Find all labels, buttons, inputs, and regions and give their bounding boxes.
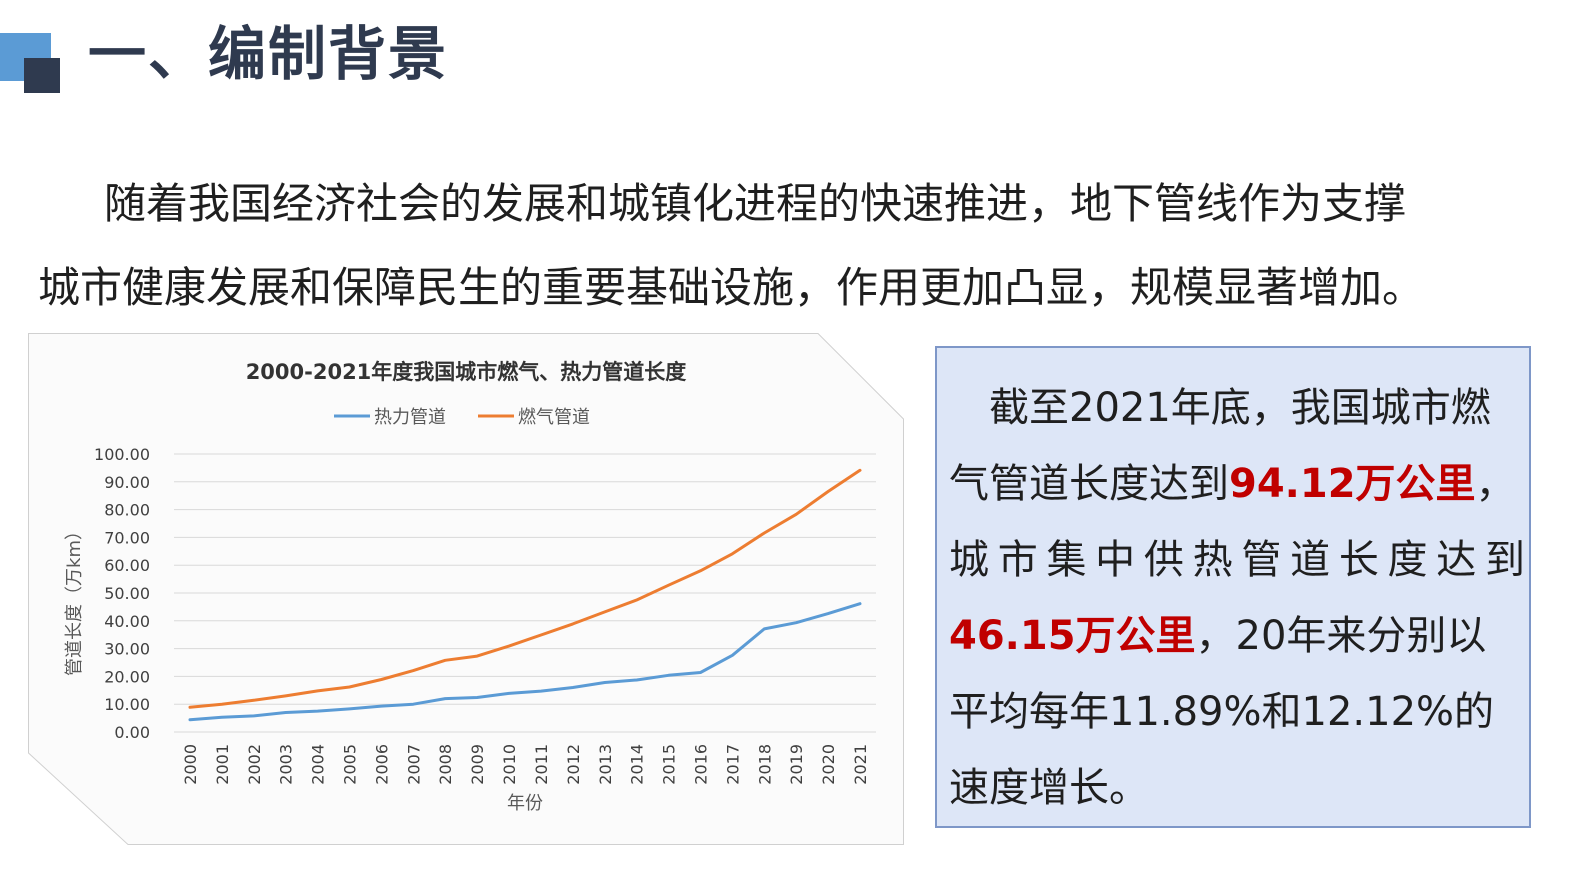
gas-length-highlight: 94.12万公里: [1229, 461, 1476, 507]
x-tick-label: 2006: [372, 744, 391, 785]
heat-length-highlight: 46.15万公里: [949, 613, 1196, 659]
x-tick-label: 2005: [341, 744, 360, 785]
x-tick-label: 2001: [213, 744, 232, 785]
summary-line-6: 速度增长。: [949, 765, 1149, 811]
x-tick-label: 2021: [851, 744, 870, 785]
chart-card-outline: [28, 333, 904, 845]
x-tick-label: 2011: [532, 744, 551, 785]
summary-line-1: 截至2021年底，我国城市燃: [989, 385, 1491, 431]
x-tick-label: 2003: [277, 744, 296, 785]
chart-legend: 热力管道 燃气管道: [334, 407, 590, 428]
x-tick-label: 2012: [564, 744, 583, 785]
x-tick-label: 2007: [404, 744, 423, 785]
x-tick-label: 2010: [500, 744, 519, 785]
series-line-heat: [188, 602, 862, 722]
chart-title: 2000-2021年度我国城市燃气、热力管道长度: [246, 360, 687, 384]
y-axis-tick-labels: 0.00 10.00 20.00 30.00 40.00 50.00 60.00 70.00 8…: [94, 445, 150, 742]
chart-series-lines: [188, 468, 862, 722]
y-tick-label: 50.00: [104, 584, 150, 603]
x-tick-label: 2008: [436, 744, 455, 785]
chart-card: [28, 333, 904, 845]
chart-gridlines: [174, 453, 876, 733]
summary-line-4-text: ，20年来分别以: [1195, 613, 1487, 659]
y-tick-label: 10.00: [104, 695, 150, 714]
x-tick-label: 2016: [692, 744, 711, 785]
y-tick-label: 90.00: [104, 473, 150, 492]
y-tick-label: 20.00: [104, 667, 150, 686]
summary-line-4: 46.15万公里，20年来分别以: [949, 598, 1525, 674]
y-tick-label: 70.00: [104, 528, 150, 547]
x-tick-label: 2015: [660, 744, 679, 785]
x-axis-label: 年份: [507, 793, 543, 814]
summary-line-2-text: 气管道长度达到: [949, 461, 1229, 507]
y-tick-label: 0.00: [114, 723, 150, 742]
x-tick-label: 2017: [723, 744, 742, 785]
series-line-gas: [188, 468, 862, 709]
summary-line-5: 平均每年11.89%和12.12%的: [949, 689, 1495, 735]
intro-line-2: 城市健康发展和保障民生的重要基础设施，作用更加凸显，规模显著增加。: [38, 263, 1425, 312]
summary-line-2-punct: ，: [1475, 461, 1516, 507]
y-tick-label: 30.00: [104, 640, 150, 659]
y-tick-label: 100.00: [94, 445, 150, 464]
x-tick-label: 2013: [596, 744, 615, 785]
intro-line-1: 随着我国经济社会的发展和城镇化进程的快速推进，地下管线作为支撑: [104, 179, 1407, 228]
x-tick-label: 2018: [755, 744, 774, 785]
x-tick-label: 2009: [468, 744, 487, 785]
legend-label: 燃气管道: [518, 407, 590, 428]
slide-title: 一、编制背景: [88, 20, 449, 88]
summary-box: 截至2021年底，我国城市燃 气管道长度达到94.12万公里， 城市集中供热管道…: [935, 346, 1531, 828]
summary-line-3: 城市集中供热管道长度达到: [949, 537, 1525, 583]
x-tick-label: 2002: [245, 744, 264, 785]
title-decoration-dark-square: [24, 58, 60, 93]
x-tick-label: 2004: [309, 744, 328, 785]
y-tick-label: 60.00: [104, 556, 150, 575]
x-tick-label: 2019: [787, 744, 806, 785]
pipeline-length-chart: 2000-2021年度我国城市燃气、热力管道长度 热力管道 燃气管道 0.00 10…: [28, 333, 904, 845]
summary-text: 截至2021年底，我国城市燃 气管道长度达到94.12万公里， 城市集中供热管道…: [949, 370, 1525, 826]
x-tick-label: 2020: [819, 744, 838, 785]
summary-line-2: 气管道长度达到94.12万公里，: [949, 446, 1525, 522]
intro-paragraph: 随着我国经济社会的发展和城镇化进程的快速推进，地下管线作为支撑 城市健康发展和保…: [38, 162, 1548, 330]
y-tick-label: 80.00: [104, 501, 150, 520]
y-axis-label: 管道长度（万km）: [64, 522, 85, 676]
x-tick-label: 2000: [181, 744, 200, 785]
y-tick-label: 40.00: [104, 612, 150, 631]
x-axis-tick-labels: 2000 2001 2002 2003 2004 2005 2006 2007 2008 2009…: [181, 744, 870, 785]
x-tick-label: 2014: [628, 744, 647, 785]
legend-label: 热力管道: [374, 407, 446, 428]
